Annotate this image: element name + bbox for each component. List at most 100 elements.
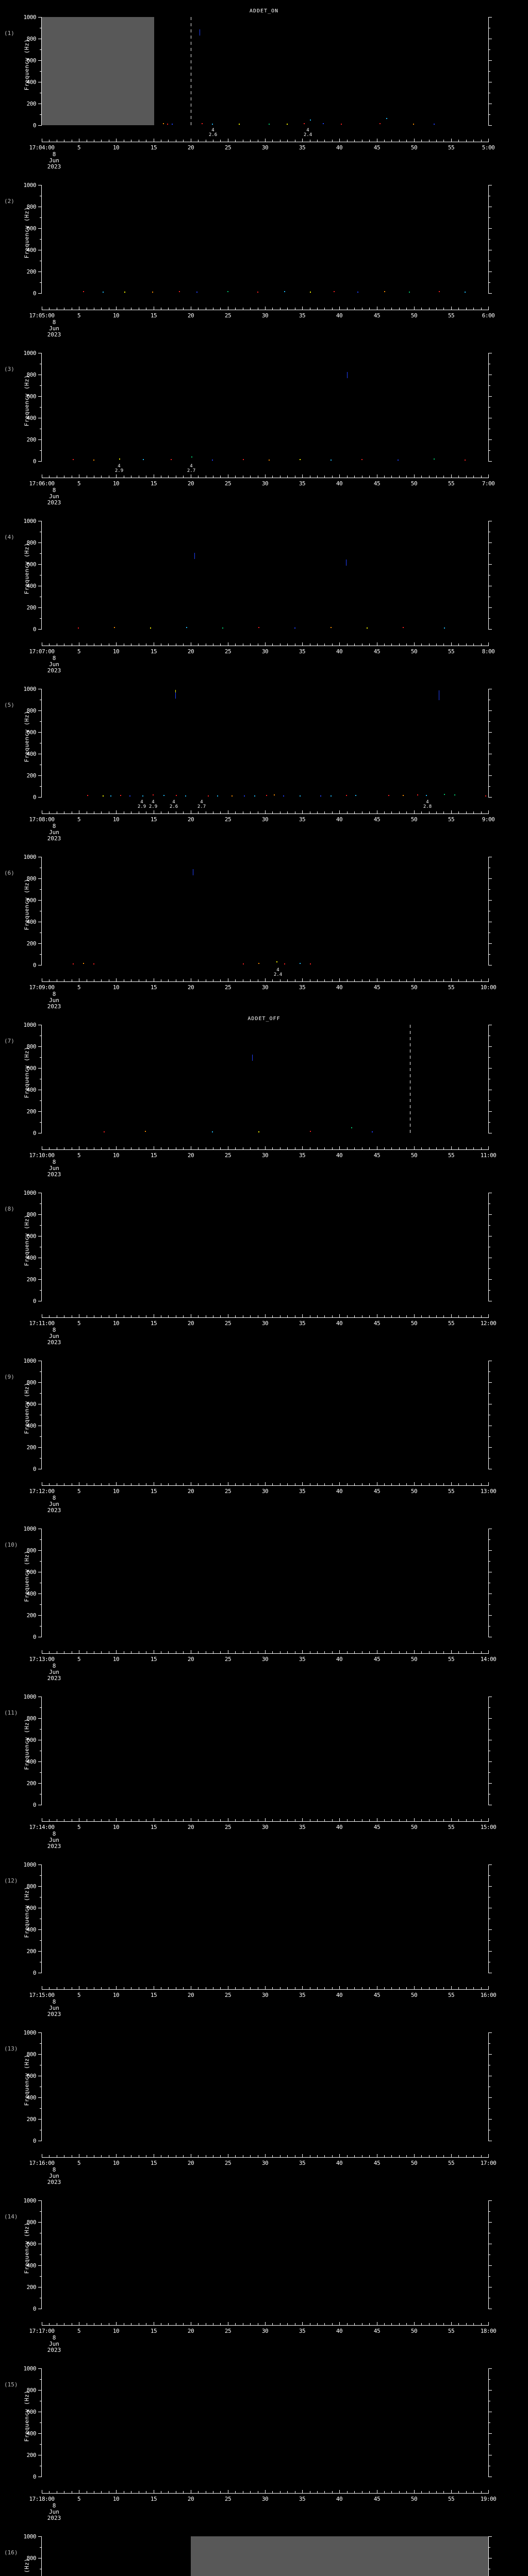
x-tick-major [488, 1314, 489, 1317]
x-tick-minor [250, 979, 251, 981]
right-tick [488, 396, 492, 397]
x-tick-minor [391, 476, 392, 478]
x-tick-minor [347, 2155, 348, 2157]
x-tick-minor [466, 308, 467, 310]
x-tick-minor [198, 140, 199, 142]
x-tick-minor [317, 1987, 318, 1989]
x-tick-minor [235, 476, 236, 478]
y-tick-label: 600 [26, 57, 37, 64]
x-tick-minor [49, 1483, 50, 1485]
x-tick-major [116, 2154, 117, 2157]
x-tick-minor [458, 1819, 459, 1821]
x-tick-minor [384, 140, 385, 142]
date-line: 8 [52, 2166, 56, 2173]
x-tick-minor [421, 1651, 422, 1653]
detection-marker [163, 795, 164, 796]
y-tick-label: 200 [26, 1612, 37, 1619]
x-tick-minor [369, 1651, 370, 1653]
right-tick [488, 2097, 492, 2098]
y-tick-minor [40, 1729, 42, 1730]
x-tick-minor [332, 811, 333, 814]
detection-marker [252, 1055, 253, 1061]
x-tick-minor [473, 1651, 474, 1653]
date-line: 8 [52, 1998, 56, 2005]
x-tick-minor [429, 2155, 430, 2157]
right-tick-minor [488, 2211, 490, 2212]
x-axis-date-label: 8 Jun 2023 [31, 1999, 77, 2018]
right-tick [488, 1761, 492, 1762]
x-tick-label: 17:16:00 [29, 2160, 55, 2166]
detection-marker [167, 124, 168, 125]
plot-area [42, 521, 488, 629]
x-tick-minor [324, 1819, 325, 1821]
detection-marker [403, 627, 404, 628]
date-line: 2023 [47, 2179, 61, 2185]
right-tick [488, 629, 492, 630]
detection-label: 4 2.9 [138, 800, 146, 809]
date-line: 8 [52, 487, 56, 494]
panel-6: (6) Frequency (Hz) 1000 800 600 400 200 0 4 2.4 17… [0, 847, 528, 1015]
right-tick [488, 439, 492, 440]
plot-area [42, 1361, 488, 1469]
y-tick-label: 1000 [23, 1526, 37, 1532]
x-tick-minor [473, 2323, 474, 2325]
x-axis-spine [42, 1989, 488, 1990]
right-tick [488, 125, 492, 126]
x-tick-label: 5 [77, 2496, 81, 2502]
x-tick-minor [443, 979, 444, 981]
detection-marker [175, 692, 176, 699]
x-tick-label: 30 [261, 312, 269, 319]
y-tick-label: 400 [26, 415, 37, 421]
x-tick-minor [406, 1483, 407, 1485]
detection-marker [444, 794, 445, 795]
x-tick-minor [466, 1987, 467, 1989]
detection-marker [78, 628, 79, 629]
x-tick-label: 30 [261, 1152, 269, 1159]
x-tick-label: 5:00 [482, 144, 495, 151]
detection-marker [243, 459, 244, 460]
x-tick-minor [101, 2323, 102, 2325]
detection-label-bottom: 2.7 [197, 804, 206, 809]
x-tick-label: 17:08:00 [29, 816, 55, 823]
y-tick-label: 1000 [23, 1861, 37, 1868]
x-tick-major [302, 1818, 303, 1821]
y-tick-label: 0 [32, 122, 37, 129]
y-tick-minor [40, 1458, 42, 1459]
x-tick-minor [458, 2323, 459, 2325]
x-tick-label: 55 [448, 2328, 455, 2334]
x-tick-label: 35 [299, 2496, 306, 2502]
x-axis-date-label: 8 Jun 2023 [31, 823, 77, 842]
y-tick-label: 1000 [23, 2197, 37, 2204]
x-axis-spine [42, 981, 488, 982]
right-tick [488, 2390, 492, 2391]
detection-marker [300, 963, 301, 964]
x-tick-minor [324, 476, 325, 478]
x-tick-major [265, 1314, 266, 1317]
x-tick-label: 30 [261, 2328, 269, 2334]
x-tick-minor [168, 979, 169, 981]
no-data-region [191, 2536, 488, 2576]
right-tick [488, 2119, 492, 2120]
x-tick-minor [421, 308, 422, 310]
x-tick-minor [436, 811, 437, 814]
x-tick-minor [168, 1483, 169, 1485]
detection-marker [73, 963, 74, 964]
right-tick-minor [488, 385, 490, 386]
x-tick-label: 17:14:00 [29, 1824, 55, 1831]
x-tick-minor [443, 811, 444, 814]
right-tick-minor [488, 2108, 490, 2109]
detection-marker [372, 1131, 373, 1132]
right-tick-minor [488, 2422, 490, 2423]
x-tick-major [116, 1482, 117, 1485]
right-tick [488, 1783, 492, 1784]
date-line: 8 [52, 1663, 56, 1669]
x-tick-minor [443, 1651, 444, 1653]
panel-number: (4) [4, 534, 14, 540]
y-tick-label: 400 [26, 1926, 37, 1933]
x-tick-label: 25 [224, 984, 232, 991]
y-tick-label: 200 [26, 1780, 37, 1787]
x-tick-major [414, 810, 415, 814]
x-tick-label: 10 [112, 1992, 120, 1998]
x-tick-major [488, 2154, 489, 2157]
x-tick-minor [458, 2155, 459, 2157]
